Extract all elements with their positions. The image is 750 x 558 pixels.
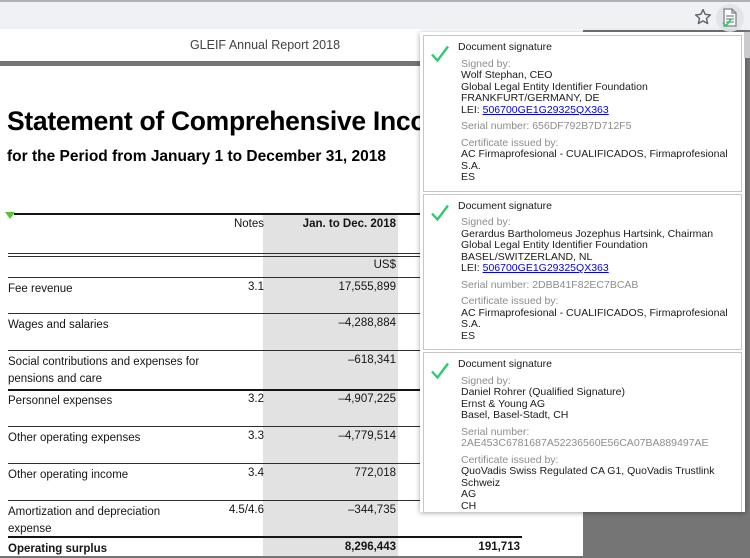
bookmark-star-icon[interactable] (694, 8, 712, 26)
cert-line: AC Firmaprofesional - CUALIFICADOS, Firm… (461, 148, 728, 172)
row-label: Personnel expenses (8, 395, 113, 407)
lei-link[interactable]: 506700GE1G29325QX363 (482, 103, 609, 116)
row-rule (8, 313, 522, 314)
signature-extension-icon[interactable] (716, 4, 744, 32)
row-note: 3.3 (248, 430, 264, 442)
total-value-2018: 8,296,443 (344, 541, 396, 553)
signer-line: BASEL/SWITZERLAND, NL (461, 250, 593, 263)
row-label: Amortization and depreciation expense (8, 506, 161, 535)
table-top-rule (14, 213, 522, 215)
cert-line: AC Firmaprofesional - CUALIFICADOS, Firm… (461, 306, 728, 330)
valid-check-icon (430, 45, 450, 63)
signer-line: Wolf Stephan, CEO (461, 69, 553, 81)
serial-label: Serial number: (461, 278, 530, 291)
lei-link[interactable]: 506700GE1G29325QX363 (482, 262, 609, 274)
row-rule (8, 463, 522, 464)
row-value: –618,341 (348, 354, 396, 366)
row-note: 3.1 (248, 281, 264, 293)
row-label: Other operating income (8, 469, 129, 481)
row-label: Social contributions and expenses for pe… (8, 356, 200, 385)
cert-line: ES (461, 329, 476, 342)
cert-line: AG (461, 488, 477, 500)
signer-line: Global Legal Entity Identifier Foundatio… (461, 239, 648, 251)
signature-card: Document signature Signed by: Wolf Steph… (423, 35, 742, 192)
signer-line: FRANKFURT/GERMANY, DE (461, 92, 600, 104)
col-header-period: Jan. to Dec. 2018 (302, 218, 396, 230)
row-value: –4,288,884 (338, 317, 396, 329)
header-rule (8, 253, 522, 257)
scrollbar-thumb[interactable] (744, 32, 750, 58)
serial-label: Serial number: (461, 425, 530, 438)
row-rule (8, 500, 522, 501)
total-rule (8, 536, 522, 538)
total-value-2017: 191,713 (478, 541, 520, 553)
subtotal-rule (8, 389, 522, 391)
signature-title: Document signature (458, 358, 552, 370)
serial-value: 656DF792B7D712F5 (532, 120, 632, 132)
signature-card: Document signature Signed by: Gerardus B… (423, 193, 742, 350)
cert-line: CH (461, 499, 477, 512)
cert-issued-label: Certificate issued by: (461, 453, 559, 466)
serial-value: 2DBB41F82EC7BCAB (532, 278, 639, 291)
col-header-notes: Notes (233, 218, 264, 230)
cert-line: QuoVadis Swiss Regulated CA G1, QuoVadis… (461, 465, 715, 489)
row-value: 17,555,899 (338, 281, 396, 293)
lei-label: LEI: (461, 103, 480, 116)
cert-line: ES (461, 171, 476, 183)
signature-popup: Document signature Signed by: Wolf Steph… (420, 32, 745, 512)
row-rule (8, 277, 522, 278)
signed-by-label: Signed by: (461, 374, 511, 387)
row-value: 772,018 (354, 467, 396, 479)
browser-toolbar (0, 0, 750, 32)
valid-check-icon (430, 362, 450, 380)
total-label: Operating surplus (8, 543, 108, 555)
row-note: 3.2 (248, 393, 264, 405)
green-arrow-marker-icon (5, 212, 15, 219)
row-label: Wages and salaries (8, 319, 109, 331)
serial-label: Serial number: (461, 120, 530, 132)
signature-title: Document signature (458, 199, 552, 212)
signed-by-label: Signed by: (461, 57, 511, 70)
lei-label: LEI: (461, 262, 480, 274)
valid-check-icon (430, 204, 450, 222)
signer-line: Ernst & Young AG (461, 397, 546, 410)
page-subtitle: for the Period from January 1 to Decembe… (7, 148, 387, 165)
row-note: 4.5/4.6 (228, 504, 264, 516)
row-rule (8, 350, 522, 351)
currency-label: US$ (373, 259, 396, 271)
row-rule (8, 426, 522, 427)
signer-line: Basel, Basel-Stadt, CH (461, 409, 569, 421)
row-value: –4,779,514 (338, 430, 396, 442)
row-label: Fee revenue (8, 283, 73, 295)
row-value: –4,907,225 (338, 393, 396, 405)
cert-issued-label: Certificate issued by: (461, 295, 559, 307)
page-footer: GLEIF Annual Report 2018 (189, 38, 341, 52)
row-value: –344,735 (348, 504, 396, 516)
serial-value: 2AE453C6781687A52236560E56CA07BA889497AE (461, 437, 709, 449)
signer-line: Global Legal Entity Identifier Foundatio… (461, 80, 648, 93)
signature-title: Document signature (458, 41, 552, 53)
row-label: Other operating expenses (8, 432, 141, 444)
signer-line: Daniel Rohrer (Qualified Signature) (461, 386, 625, 398)
signed-by-label: Signed by: (461, 216, 511, 228)
row-note: 3.4 (248, 467, 264, 479)
page-title: Statement of Comprehensive Income (7, 106, 464, 136)
signer-line: Gerardus Bartholomeus Jozephus Hartsink,… (461, 227, 714, 240)
cert-issued-label: Certificate issued by: (461, 136, 559, 149)
highlighted-column-band (263, 215, 398, 556)
signature-card: Document signature Signed by: Daniel Roh… (423, 352, 742, 512)
